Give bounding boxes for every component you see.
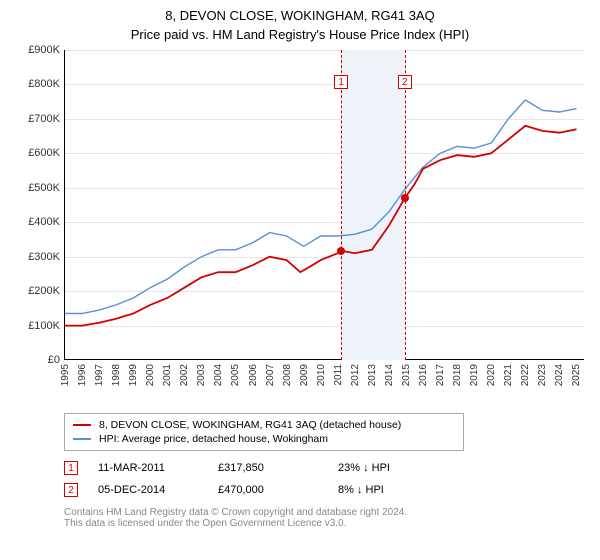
marker-line bbox=[341, 50, 342, 360]
legend-swatch bbox=[73, 424, 91, 426]
event-delta: 23% ↓ HPI bbox=[338, 462, 438, 474]
legend: 8, DEVON CLOSE, WOKINGHAM, RG41 3AQ (det… bbox=[64, 413, 464, 451]
events-table: 1 11-MAR-2011 £317,850 23% ↓ HPI 2 05-DE… bbox=[64, 457, 584, 501]
footer-line: This data is licensed under the Open Gov… bbox=[64, 518, 584, 529]
event-date: 11-MAR-2011 bbox=[98, 462, 198, 474]
line-series bbox=[65, 50, 585, 360]
series-price_paid bbox=[65, 126, 577, 326]
y-axis-label: £900K bbox=[16, 44, 60, 56]
footer: Contains HM Land Registry data © Crown c… bbox=[64, 507, 584, 529]
plot-area: 12 bbox=[64, 50, 584, 360]
legend-item-hpi: HPI: Average price, detached house, Woki… bbox=[73, 432, 455, 446]
legend-label: HPI: Average price, detached house, Woki… bbox=[99, 433, 328, 445]
chart-area: £0 £100K £200K £300K £400K £500K £600K £700K £80… bbox=[16, 50, 584, 405]
event-marker-icon: 1 bbox=[64, 461, 78, 475]
chart-title: 8, DEVON CLOSE, WOKINGHAM, RG41 3AQ bbox=[16, 8, 584, 23]
y-axis-label: £600K bbox=[16, 147, 60, 159]
y-axis-label: £0 bbox=[16, 354, 60, 366]
y-axis-label: £800K bbox=[16, 78, 60, 90]
legend-swatch bbox=[73, 438, 91, 440]
event-row: 1 11-MAR-2011 £317,850 23% ↓ HPI bbox=[64, 457, 584, 479]
event-row: 2 05-DEC-2014 £470,000 8% ↓ HPI bbox=[64, 479, 584, 501]
legend-item-price-paid: 8, DEVON CLOSE, WOKINGHAM, RG41 3AQ (det… bbox=[73, 418, 455, 432]
y-axis-label: £100K bbox=[16, 320, 60, 332]
marker-line bbox=[405, 50, 406, 360]
chart-subtitle: Price paid vs. HM Land Registry's House … bbox=[16, 27, 584, 42]
y-axis-label: £500K bbox=[16, 182, 60, 194]
series-hpi bbox=[65, 100, 577, 314]
event-marker-icon: 2 bbox=[64, 483, 78, 497]
y-axis-label: £700K bbox=[16, 113, 60, 125]
footer-line: Contains HM Land Registry data © Crown c… bbox=[64, 507, 584, 518]
y-axis-label: £400K bbox=[16, 216, 60, 228]
marker-dot bbox=[401, 194, 409, 202]
y-axis-label: £300K bbox=[16, 251, 60, 263]
marker-dot bbox=[337, 247, 345, 255]
event-date: 05-DEC-2014 bbox=[98, 484, 198, 496]
y-axis-label: £200K bbox=[16, 285, 60, 297]
event-price: £470,000 bbox=[218, 484, 318, 496]
event-price: £317,850 bbox=[218, 462, 318, 474]
chart-container: 8, DEVON CLOSE, WOKINGHAM, RG41 3AQ Pric… bbox=[0, 0, 600, 560]
marker-label-box: 2 bbox=[398, 75, 412, 89]
legend-label: 8, DEVON CLOSE, WOKINGHAM, RG41 3AQ (det… bbox=[99, 419, 401, 431]
event-delta: 8% ↓ HPI bbox=[338, 484, 438, 496]
marker-label-box: 1 bbox=[334, 75, 348, 89]
x-axis-label: 2025 bbox=[571, 364, 600, 386]
